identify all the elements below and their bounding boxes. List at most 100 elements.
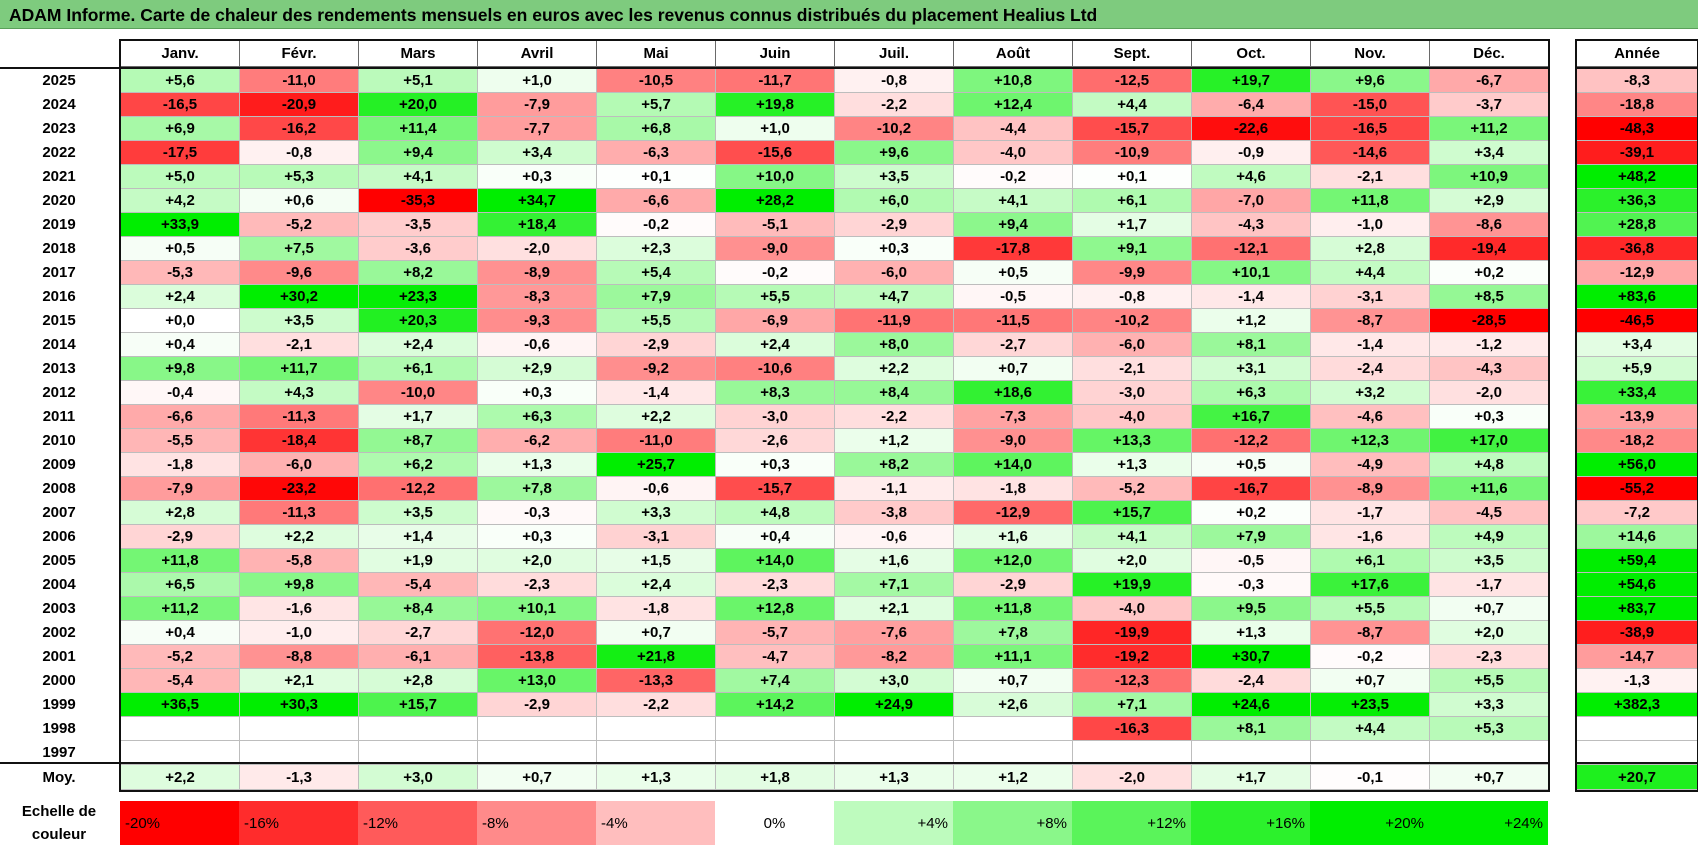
heatmap-cell: -10,5	[596, 68, 716, 93]
heatmap-cell: -13,3	[596, 668, 716, 693]
annual-average-rule	[1575, 762, 1698, 764]
average-cell: +1,3	[596, 764, 716, 790]
year-label: 2019	[42, 215, 76, 233]
heatmap-cell: +3,5	[834, 164, 954, 189]
heatmap-cell: +0,0	[120, 308, 240, 333]
heatmap-cell: -9,0	[953, 428, 1073, 453]
heatmap-cell: +5,5	[1429, 668, 1549, 693]
heatmap-cell: -7,0	[1191, 188, 1311, 213]
heatmap-cell: +3,5	[1429, 548, 1549, 573]
heatmap-cell: +23,5	[1310, 692, 1430, 717]
heatmap-cell: -7,9	[120, 476, 240, 501]
heatmap-cell: +1,2	[1191, 308, 1311, 333]
heatmap-cell: -1,6	[1310, 524, 1430, 549]
heatmap-cell: +0,4	[715, 524, 835, 549]
heatmap-cell: +30,3	[239, 692, 359, 717]
heatmap-cell: +6,2	[358, 452, 478, 477]
heatmap-cell: -3,1	[596, 524, 716, 549]
heatmap-cell: +0,3	[477, 380, 597, 405]
heatmap-cell: -16,3	[1072, 716, 1192, 741]
heatmap-cell: -11,7	[715, 68, 835, 93]
annual-cell: -55,2	[1576, 476, 1698, 501]
heatmap-cell: -12,2	[1191, 428, 1311, 453]
month-header: Juin	[715, 40, 835, 67]
color-scale-swatch: -8%	[477, 801, 596, 845]
month-header: Janv.	[120, 40, 240, 67]
heatmap-cell: +1,7	[358, 404, 478, 429]
color-scale-swatch: +20%	[1310, 801, 1429, 845]
heatmap-cell: +28,2	[715, 188, 835, 213]
heatmap-cell: -1,8	[120, 452, 240, 477]
heatmap-cell: -12,2	[358, 476, 478, 501]
year-label: 2012	[42, 383, 76, 401]
heatmap-cell: -3,6	[358, 236, 478, 261]
heatmap-cell: +2,4	[596, 572, 716, 597]
color-scale-swatch: -12%	[358, 801, 477, 845]
heatmap-cell: +8,2	[834, 452, 954, 477]
heatmap-cell: -10,6	[715, 356, 835, 381]
heatmap-cell: -5,2	[120, 644, 240, 669]
heatmap-cell: -11,0	[596, 428, 716, 453]
heatmap-cell: +3,5	[358, 500, 478, 525]
average-annual-cell: +20,7	[1576, 764, 1698, 790]
chart-title: ADAM Informe. Carte de chaleur des rende…	[9, 5, 1098, 25]
heatmap-cell: -6,4	[1191, 92, 1311, 117]
annual-cell: +14,6	[1576, 524, 1698, 549]
heatmap-cell: +3,3	[596, 500, 716, 525]
heatmap-cell: +24,6	[1191, 692, 1311, 717]
heatmap-cell: -4,7	[715, 644, 835, 669]
annual-cell: +48,2	[1576, 164, 1698, 189]
heatmap-cell: +10,0	[715, 164, 835, 189]
heatmap-cell: +2,0	[1072, 548, 1192, 573]
heatmap-cell: -7,6	[834, 620, 954, 645]
heatmap-cell: +2,2	[239, 524, 359, 549]
heatmap-cell: +12,3	[1310, 428, 1430, 453]
heatmap-cell: +8,4	[358, 596, 478, 621]
heatmap-cell: -0,9	[1191, 140, 1311, 165]
heatmap-cell: -8,7	[1310, 308, 1430, 333]
heatmap-cell: -10,9	[1072, 140, 1192, 165]
heatmap-cell: -6,0	[239, 452, 359, 477]
heatmap-cell: -0,2	[596, 212, 716, 237]
heatmap-cell: -0,4	[120, 380, 240, 405]
heatmap-cell: -2,3	[1429, 644, 1549, 669]
heatmap-cell: -13,8	[477, 644, 597, 669]
heatmap-cell: +2,0	[477, 548, 597, 573]
heatmap-cell: +9,6	[1310, 68, 1430, 93]
month-header: Déc.	[1429, 40, 1549, 67]
heatmap-cell: +19,9	[1072, 572, 1192, 597]
heatmap-cell: +0,3	[477, 164, 597, 189]
heatmap-cell: +9,8	[120, 356, 240, 381]
heatmap-cell: +20,0	[358, 92, 478, 117]
heatmap-cell: -1,6	[239, 596, 359, 621]
year-label: 2021	[42, 167, 76, 185]
heatmap-cell: +8,1	[1191, 716, 1311, 741]
heatmap-cell: -12,0	[477, 620, 597, 645]
heatmap-cell: +4,4	[1310, 260, 1430, 285]
heatmap-cell	[239, 716, 359, 741]
heatmap-cell	[358, 740, 478, 765]
heatmap-cell: +10,1	[1191, 260, 1311, 285]
annual-header: Année	[1576, 40, 1698, 67]
heatmap-cell: +6,3	[477, 404, 597, 429]
heatmap-cell: +30,2	[239, 284, 359, 309]
color-scale-swatch: +24%	[1429, 801, 1548, 845]
heatmap-cell: +1,4	[358, 524, 478, 549]
heatmap-cell: -7,9	[477, 92, 597, 117]
heatmap-cell: +12,8	[715, 596, 835, 621]
heatmap-cell: -9,0	[715, 236, 835, 261]
heatmap-cell: -8,7	[1310, 620, 1430, 645]
heatmap-cell: +7,1	[834, 572, 954, 597]
heatmap-cell: +6,0	[834, 188, 954, 213]
heatmap-cell: +2,9	[477, 356, 597, 381]
month-header: Févr.	[239, 40, 359, 67]
year-label: 2009	[42, 455, 76, 473]
heatmap-cell: -5,2	[1072, 476, 1192, 501]
heatmap-cell: +2,9	[1429, 188, 1549, 213]
heatmap-cell: +2,8	[358, 668, 478, 693]
heatmap-cell: +0,3	[477, 524, 597, 549]
heatmap-cell: +6,1	[358, 356, 478, 381]
heatmap-cell: +1,6	[834, 548, 954, 573]
heatmap-cell: +1,5	[596, 548, 716, 573]
heatmap-cell: -0,5	[1191, 548, 1311, 573]
